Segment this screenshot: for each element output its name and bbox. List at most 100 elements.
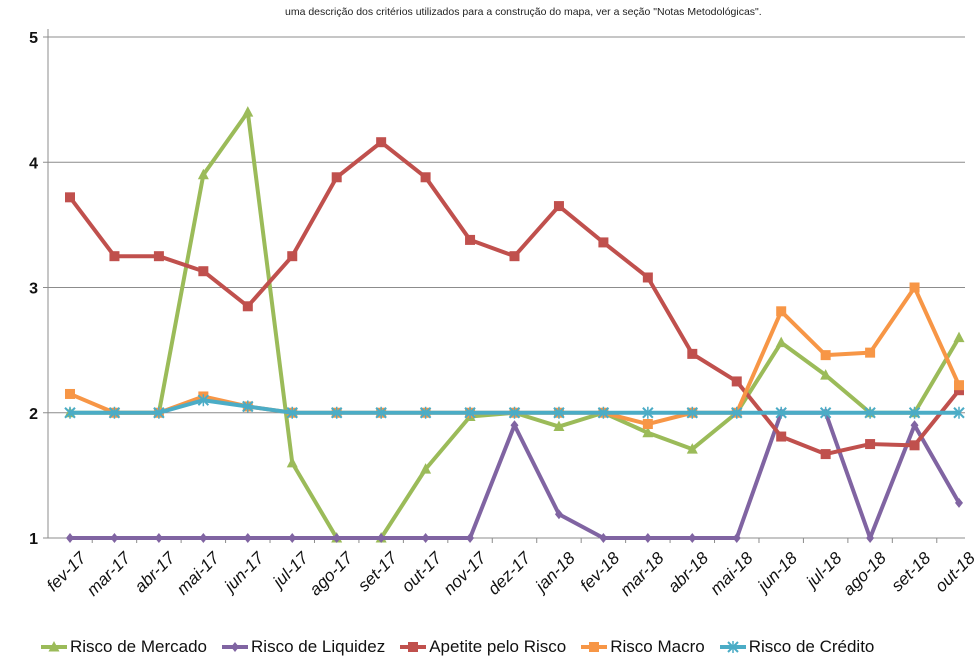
y-tick-label: 1 [29,531,38,548]
data-point [775,406,787,419]
data-point [732,533,741,543]
legend-item: Risco de Liquidez [221,637,385,657]
data-point [908,406,921,419]
data-point [910,420,919,431]
x-tick-label: mai-17 [173,548,224,599]
data-point [864,406,876,419]
data-point [909,440,920,451]
series-risco-de-mercado [64,106,965,543]
series-line [70,410,961,540]
data-point [198,266,209,277]
data-point [197,394,210,407]
legend-swatch [400,642,427,652]
data-point [419,406,432,419]
legend-label: Risco de Crédito [748,637,875,656]
data-point [421,533,430,543]
data-point [286,456,298,468]
data-point [66,533,74,543]
series-risco-de-cr-dito [64,394,965,419]
data-point [775,336,787,348]
data-point [954,385,964,396]
x-tick-label: fev-17 [43,548,90,595]
data-point [408,642,419,652]
data-point [642,272,653,283]
data-point [420,463,432,474]
data-point [642,406,654,419]
y-tick-label: 3 [29,281,38,298]
x-tick-label: jun-17 [219,548,268,597]
data-point [554,509,563,520]
legend-swatch [41,641,67,652]
x-tick-label: out-18 [931,548,976,596]
x-tick-label: mar-18 [616,548,668,600]
data-point [509,251,520,262]
x-tick-label: set-17 [354,548,401,595]
legend-item: Risco de Crédito [719,637,875,657]
data-point [727,641,739,653]
data-point [153,251,164,262]
data-point [819,406,832,419]
data-point [510,420,519,431]
data-point [243,533,252,543]
x-tick-label: out-17 [398,548,446,596]
data-point [287,251,298,262]
data-point [332,533,341,543]
data-point [154,533,163,543]
data-point [288,533,297,543]
data-point [909,282,920,293]
legend-label: Risco Macro [610,637,705,656]
data-point [776,306,787,317]
data-point [954,380,964,391]
data-point [199,533,208,543]
data-point [65,192,75,203]
x-tick-label: jun-18 [753,548,802,597]
data-point [553,406,565,419]
data-point [331,172,342,183]
data-point [108,406,121,419]
data-point [955,497,963,508]
data-point [242,400,254,413]
legend-swatch [719,641,746,653]
data-point [420,172,431,183]
data-point [731,376,742,387]
data-point [376,137,387,148]
data-point [820,350,831,361]
data-point [242,106,254,117]
data-point [553,201,564,212]
data-point [865,347,876,358]
series-risco-de-liquidez [66,407,963,543]
data-point [553,420,565,432]
data-point [377,533,386,543]
legend-label: Apetite pelo Risco [429,637,567,656]
x-tick-label: mar-17 [83,548,135,600]
data-point [286,406,298,419]
data-point [688,533,697,543]
series-apetite-pelo-risco [65,137,964,460]
data-point [508,406,521,419]
data-point [953,406,965,419]
legend-item: Risco Macro [580,637,705,657]
legend: Risco de Mercado Risco de Liquidez Apetite… [40,637,874,657]
data-point [330,406,343,419]
x-tick-label: jan-18 [531,548,580,597]
data-point [597,406,610,419]
data-point [731,406,743,419]
x-tick-label: fev-18 [576,548,623,595]
data-point [866,533,875,543]
data-point [110,533,119,543]
data-point [642,419,653,430]
data-point [820,449,831,460]
y-tick-label: 5 [29,30,38,47]
legend-swatch [222,642,249,652]
data-point [599,533,608,543]
legend-item: Apetite pelo Risco [399,637,566,657]
data-point [153,406,165,419]
data-point [65,388,75,399]
y-tick-labels: 1 2 3 4 5 [29,30,38,548]
data-point [686,443,698,454]
data-point [589,642,600,652]
x-tick-label: ago-17 [306,548,357,599]
legend-swatch [581,642,608,652]
data-point [865,439,876,450]
